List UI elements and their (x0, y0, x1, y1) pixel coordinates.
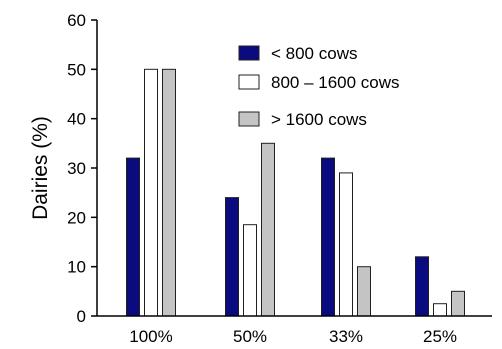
bar-3-2 (261, 142, 275, 317)
legend-label-3: > 1600 cows (271, 110, 367, 129)
x-tick-label-1: 100% (129, 327, 172, 346)
bar-3-4 (451, 290, 465, 317)
bar-2-4 (433, 303, 447, 317)
y-axis-title: Dairies (%) (29, 116, 52, 220)
x-tick-label-3: 33% (329, 327, 363, 346)
bar-2-3 (339, 172, 353, 317)
y-tick-label-10: 10 (67, 258, 86, 277)
y-tick-label-30: 30 (67, 159, 86, 178)
bar-1-1 (126, 157, 140, 317)
y-tick-label-40: 40 (67, 110, 86, 129)
bar-2-1 (144, 68, 158, 317)
plot-area: 0 10 20 30 40 50 60 100% 50% 33% 25% < 800 cows 800 … (67, 11, 492, 346)
legend-swatch-1 (238, 45, 260, 61)
x-tick-label-2: 50% (233, 327, 267, 346)
legend-swatch-3 (238, 111, 260, 127)
legend-label-2: 800 – 1600 cows (271, 73, 400, 92)
y-tick-label-60: 60 (67, 11, 86, 30)
bar-2-2 (243, 224, 257, 317)
legend-swatch-2 (238, 74, 260, 90)
legend-label-1: < 800 cows (271, 44, 357, 63)
y-tick-label-20: 20 (67, 208, 86, 227)
bar-3-1 (162, 68, 176, 317)
y-tick-label-0: 0 (77, 307, 86, 326)
bar-1-3 (321, 157, 335, 317)
y-tick-label-50: 50 (67, 60, 86, 79)
bar-3-3 (357, 266, 371, 317)
bar-1-2 (225, 197, 239, 317)
x-tick-label-4: 25% (423, 327, 457, 346)
bar-1-4 (415, 256, 429, 317)
